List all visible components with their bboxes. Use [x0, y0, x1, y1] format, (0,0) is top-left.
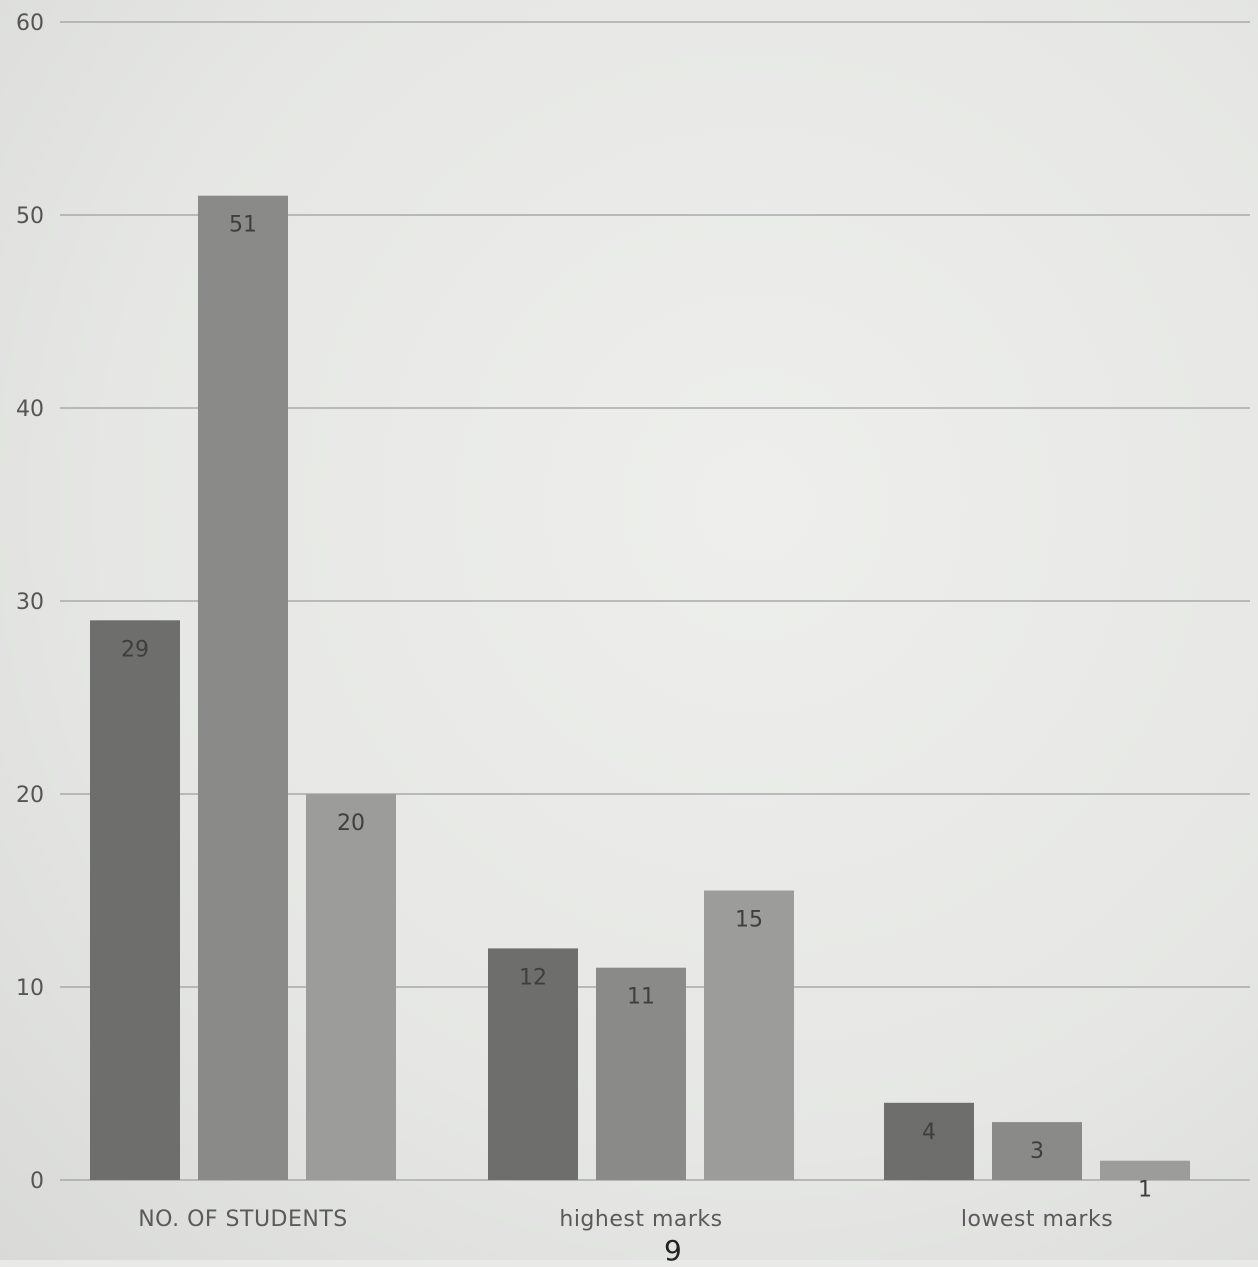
data-label: 12: [519, 965, 547, 990]
bar: [488, 948, 578, 1180]
bar: [306, 794, 396, 1180]
page-number: 9: [664, 1234, 682, 1267]
data-label: 15: [735, 908, 763, 933]
y-tick-label: 50: [16, 204, 44, 229]
category-label: lowest marks: [961, 1207, 1113, 1232]
category-labels: NO. OF STUDENTS highest marks lowest marks: [138, 1207, 1113, 1232]
y-tick-label: 60: [16, 11, 44, 36]
category-label: highest marks: [559, 1207, 722, 1232]
y-axis-ticks: 0 10 20 30 40 50 60: [16, 11, 44, 1194]
bar: [90, 620, 180, 1180]
y-tick-label: 40: [16, 397, 44, 422]
y-tick-label: 30: [16, 590, 44, 615]
bar: [884, 1102, 974, 1180]
data-labels: 29 51 20 12 11 15 4 3 1: [121, 213, 1152, 1203]
data-label: 20: [337, 811, 365, 836]
y-tick-label: 0: [30, 1169, 44, 1194]
data-label: 11: [627, 985, 655, 1010]
data-label: 1: [1138, 1178, 1152, 1203]
bar: [992, 1122, 1082, 1180]
data-label: 3: [1030, 1139, 1044, 1164]
bars: [90, 195, 1190, 1180]
bar: [198, 195, 288, 1180]
data-label: 51: [229, 213, 257, 238]
data-label: 4: [922, 1120, 936, 1145]
bar: [1100, 1160, 1190, 1180]
bar: [596, 967, 686, 1180]
y-tick-label: 20: [16, 783, 44, 808]
data-label: 29: [121, 637, 149, 662]
y-tick-label: 10: [16, 976, 44, 1001]
bar: [704, 890, 794, 1180]
category-label: NO. OF STUDENTS: [138, 1207, 348, 1232]
